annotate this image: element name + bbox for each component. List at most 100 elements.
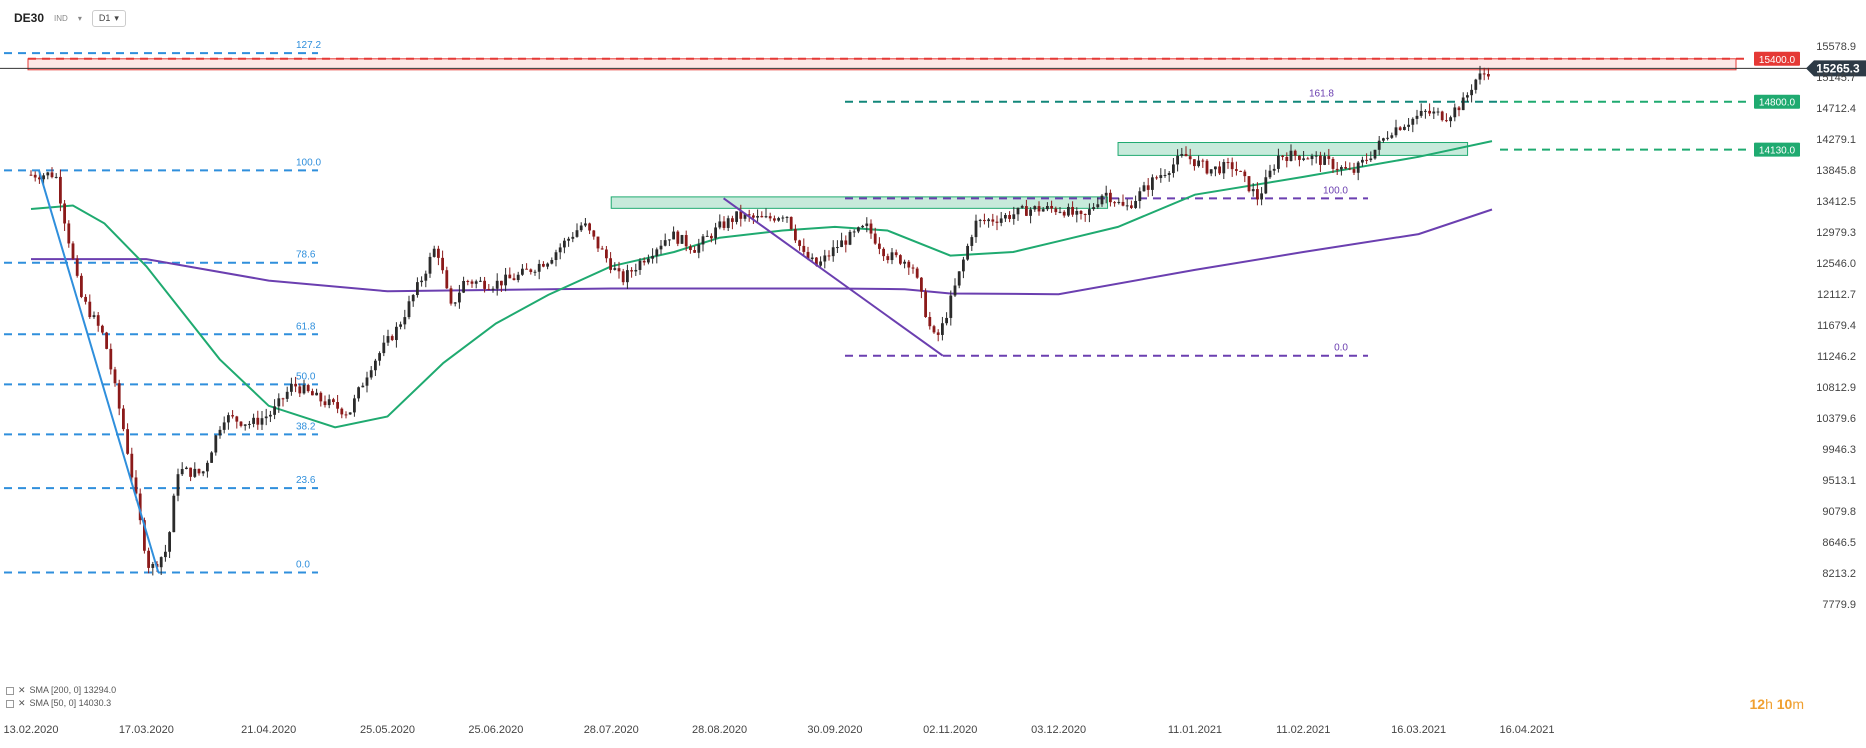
candle-body[interactable]: [1361, 159, 1364, 163]
candle-body[interactable]: [189, 467, 192, 477]
candle-body[interactable]: [672, 231, 675, 240]
candle-body[interactable]: [487, 288, 491, 290]
candle-body[interactable]: [911, 267, 915, 269]
candle-body[interactable]: [285, 391, 289, 399]
candle-body[interactable]: [1125, 205, 1129, 207]
candle-body[interactable]: [655, 249, 659, 256]
candle-body[interactable]: [323, 401, 327, 406]
candle-body[interactable]: [638, 260, 642, 270]
candle-body[interactable]: [437, 248, 440, 258]
candle-body[interactable]: [1239, 170, 1242, 172]
candle-body[interactable]: [1449, 117, 1452, 122]
fib-trend-line[interactable]: [38, 170, 160, 573]
candle-body[interactable]: [168, 532, 171, 552]
candle-body[interactable]: [1155, 177, 1158, 179]
candle-body[interactable]: [508, 274, 512, 279]
candle-body[interactable]: [1134, 201, 1137, 208]
candle-body[interactable]: [311, 391, 314, 396]
candle-body[interactable]: [1369, 158, 1373, 161]
candle-body[interactable]: [609, 258, 612, 270]
candle-body[interactable]: [642, 260, 646, 263]
candle-body[interactable]: [416, 282, 419, 296]
candle-body[interactable]: [878, 243, 881, 249]
candle-body[interactable]: [1272, 168, 1276, 171]
candle-body[interactable]: [852, 231, 856, 233]
candle-body[interactable]: [281, 398, 285, 400]
candle-body[interactable]: [1193, 159, 1196, 167]
candle-body[interactable]: [399, 324, 402, 327]
candle-body[interactable]: [403, 317, 407, 325]
candle-body[interactable]: [1411, 118, 1415, 125]
candle-body[interactable]: [290, 383, 293, 392]
candle-body[interactable]: [621, 271, 625, 283]
candle-body[interactable]: [890, 252, 894, 261]
candle-body[interactable]: [50, 172, 54, 178]
candle-body[interactable]: [1058, 211, 1062, 213]
candle-body[interactable]: [1424, 110, 1427, 112]
candle-body[interactable]: [206, 462, 209, 472]
candle-body[interactable]: [185, 467, 188, 470]
candle-body[interactable]: [470, 281, 474, 284]
candle-body[interactable]: [474, 281, 478, 284]
candle-body[interactable]: [1172, 164, 1175, 174]
candle-body[interactable]: [1004, 214, 1007, 219]
candle-body[interactable]: [1235, 169, 1238, 171]
candle-body[interactable]: [159, 557, 163, 568]
candle-body[interactable]: [453, 302, 457, 304]
candle-body[interactable]: [857, 227, 860, 232]
candle-body[interactable]: [983, 219, 986, 222]
candle-body[interactable]: [1289, 150, 1293, 161]
candle-body[interactable]: [920, 277, 923, 292]
candle-body[interactable]: [134, 477, 138, 494]
candle-body[interactable]: [941, 323, 944, 335]
candle-body[interactable]: [365, 377, 369, 386]
candle-body[interactable]: [1113, 202, 1116, 204]
timeframe-select[interactable]: D1 ▾: [91, 9, 126, 27]
candle-body[interactable]: [1088, 209, 1091, 215]
candle-body[interactable]: [1415, 115, 1419, 119]
candle-body[interactable]: [101, 325, 104, 333]
candle-body[interactable]: [1348, 168, 1352, 170]
candle-body[interactable]: [819, 261, 822, 266]
candle-body[interactable]: [449, 288, 453, 304]
level-tag[interactable]: [1754, 142, 1800, 157]
candle-body[interactable]: [315, 392, 318, 396]
candle-body[interactable]: [1466, 95, 1469, 98]
candle-body[interactable]: [701, 236, 705, 245]
candle-body[interactable]: [579, 225, 583, 231]
candle-body[interactable]: [563, 240, 566, 248]
candle-body[interactable]: [500, 280, 503, 286]
candle-body[interactable]: [962, 259, 965, 272]
candle-body[interactable]: [113, 369, 117, 384]
support-zone[interactable]: [1117, 142, 1469, 156]
candle-body[interactable]: [903, 261, 906, 264]
candle-body[interactable]: [584, 223, 587, 226]
candle-body[interactable]: [848, 231, 852, 245]
candle-body[interactable]: [1394, 127, 1398, 136]
candle-body[interactable]: [277, 398, 281, 407]
candle-body[interactable]: [38, 177, 41, 180]
candle-body[interactable]: [210, 452, 213, 463]
candle-body[interactable]: [794, 229, 797, 241]
candle-body[interactable]: [1222, 162, 1226, 174]
candle-body[interactable]: [445, 270, 449, 289]
candle-body[interactable]: [823, 255, 827, 262]
candle-body[interactable]: [739, 211, 743, 219]
candle-body[interactable]: [731, 218, 734, 222]
candle-body[interactable]: [348, 412, 352, 415]
candle-body[interactable]: [147, 550, 150, 568]
candle-body[interactable]: [340, 408, 344, 415]
candle-body[interactable]: [1117, 201, 1121, 204]
candle-body[interactable]: [537, 263, 541, 272]
candle-body[interactable]: [1079, 210, 1083, 214]
candle-body[interactable]: [1419, 110, 1423, 116]
candle-body[interactable]: [1130, 205, 1133, 208]
candle-body[interactable]: [67, 223, 71, 244]
candle-body[interactable]: [479, 280, 482, 282]
candle-body[interactable]: [239, 421, 243, 426]
candle-body[interactable]: [1377, 140, 1381, 150]
candle-body[interactable]: [294, 383, 297, 387]
candle-body[interactable]: [1109, 192, 1112, 203]
candle-body[interactable]: [1319, 155, 1322, 165]
